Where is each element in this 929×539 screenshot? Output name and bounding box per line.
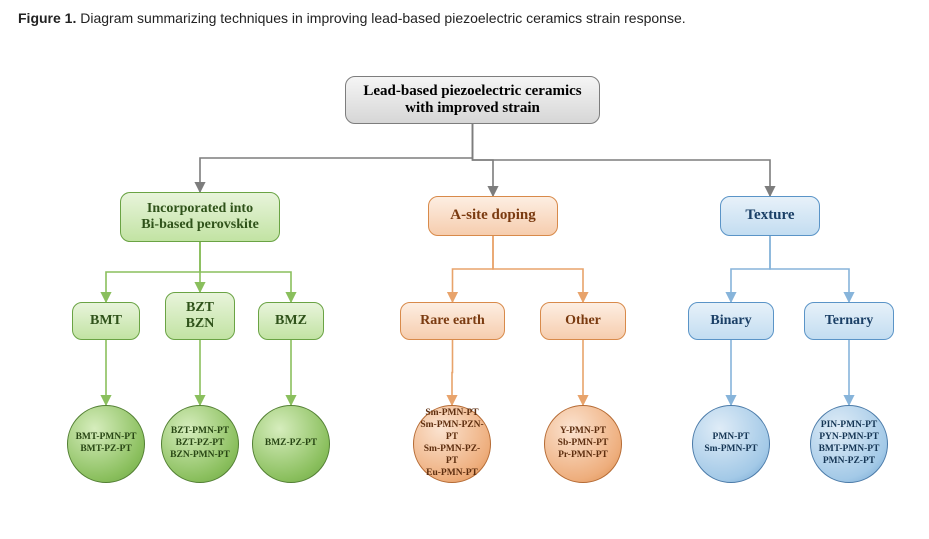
edge-sB1-lB1 (452, 340, 453, 405)
edge-catB-sB1 (453, 236, 494, 302)
edge-root-catC (473, 124, 771, 196)
node-catB: A-site doping (428, 196, 558, 236)
node-sA2: BZT BZN (165, 292, 235, 340)
leaf-lA2: BZT-PMN-PTBZT-PZ-PTBZN-PMN-PT (161, 405, 239, 483)
edge-catC-sC2 (770, 236, 849, 302)
leaf-lC1: PMN-PTSm-PMN-PT (692, 405, 770, 483)
node-sB1: Rare earth (400, 302, 505, 340)
leaf-lC2: PIN-PMN-PTPYN-PMN-PTBMT-PMN-PTPMN-PZ-PT (810, 405, 888, 483)
node-sC2: Ternary (804, 302, 894, 340)
node-catC: Texture (720, 196, 820, 236)
leaf-lB2: Y-PMN-PTSb-PMN-PTPr-PMN-PT (544, 405, 622, 483)
node-sB2: Other (540, 302, 626, 340)
node-sC1: Binary (688, 302, 774, 340)
leaf-lA3: BMZ-PZ-PT (252, 405, 330, 483)
node-sA1: BMT (72, 302, 140, 340)
node-catA: Incorporated into Bi-based perovskite (120, 192, 280, 242)
edge-root-catA (200, 124, 473, 192)
edge-catC-sC1 (731, 236, 770, 302)
node-sA3: BMZ (258, 302, 324, 340)
leaf-lB1: Sm-PMN-PTSm-PMN-PZN-PTSm-PMN-PZ-PTEu-PMN… (413, 405, 491, 483)
leaf-lA1: BMT-PMN-PTBMT-PZ-PT (67, 405, 145, 483)
node-root: Lead-based piezoelectric ceramics with i… (345, 76, 600, 124)
edge-catB-sB2 (493, 236, 583, 302)
